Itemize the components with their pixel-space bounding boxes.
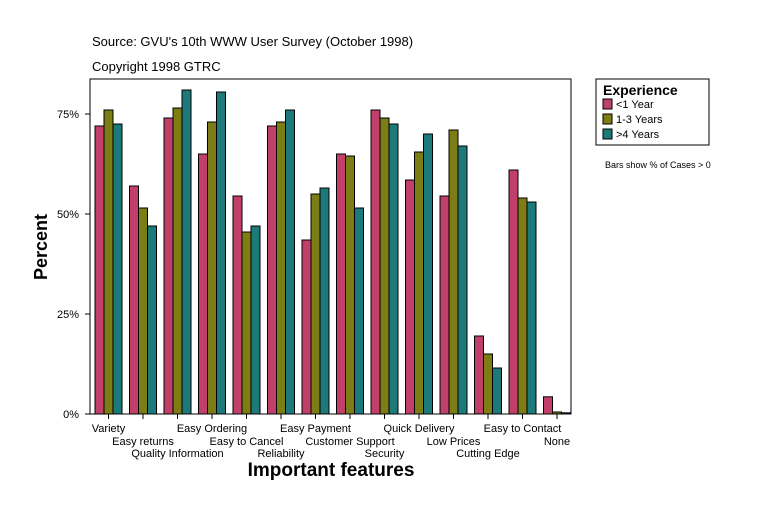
bar [207,121,217,415]
plot-area [89,78,572,415]
legend-swatch [602,128,613,140]
bar [112,123,123,415]
x-tick-label: Easy Payment [280,423,351,435]
bar [129,185,139,415]
source-text: Source: GVU's 10th WWW User Survey (Octo… [92,34,413,49]
bar [301,239,312,415]
y-tick-label: 0% [63,409,79,421]
bar [483,353,493,415]
bar [423,133,433,415]
bar [163,117,174,415]
x-tick-label: Cutting Edge [456,448,520,460]
x-tick-label: Quick Delivery [384,423,455,435]
bar [285,109,295,415]
bar [370,109,381,415]
bar [439,195,450,415]
x-tick-label: Easy to Contact [484,423,562,435]
x-tick-label: None [544,436,570,448]
bar [508,169,519,415]
legend-label: 1-3 Years [616,114,663,126]
bar [103,109,114,415]
legend-swatch [602,98,613,110]
bar [526,201,537,415]
bar [379,117,390,415]
bar [517,197,528,415]
bar-group [94,89,571,415]
bar [216,91,226,415]
bar [181,89,192,415]
x-tick-label: Easy returns [112,436,174,448]
x-tick-label: Security [365,448,405,460]
y-tick-label: 50% [57,209,79,221]
x-tick-label: Low Prices [427,436,481,448]
bar [94,125,105,415]
bar [276,121,286,415]
bars-note: Bars show % of Cases > 0 [605,160,711,170]
legend: Experience <1 Year 1-3 Years >4 Years [595,78,710,146]
bar [250,225,261,415]
y-axis: 0% 25% 50% 75% [57,109,90,421]
legend-label: <1 Year [616,99,654,111]
x-tick-label: Reliability [257,448,305,460]
bar [267,125,277,415]
bar [492,367,502,415]
x-tick-label: Easy Ordering [177,423,247,435]
legend-label: >4 Years [616,129,660,141]
bar [241,231,252,415]
bar [138,207,148,415]
x-tick-label: Customer Support [305,436,394,448]
y-tick-label: 75% [57,109,79,121]
bar [414,151,424,415]
bar [310,193,321,415]
bar [172,107,183,415]
x-axis-label: Important features [248,460,415,481]
legend-box [595,78,710,146]
bar [457,145,468,415]
bar [354,207,364,415]
copyright-text: Copyright 1998 GTRC [92,59,221,74]
bar [543,396,553,415]
bar [405,179,415,415]
bar [388,123,399,415]
x-tick-label: Quality Information [131,448,223,460]
bar [319,187,330,415]
bar [336,153,346,415]
y-axis-label: Percent [31,214,51,280]
bar [474,335,484,415]
bar [232,195,243,415]
bar [198,153,208,415]
y-tick-label: 25% [57,309,79,321]
x-tick-label: Variety [92,423,126,435]
bar [552,411,562,415]
bar [345,155,355,415]
legend-swatch [602,113,613,125]
legend-title: Experience [603,82,678,98]
bar [147,225,157,415]
x-tick-label: Easy to Cancel [210,436,284,448]
bar [448,129,459,415]
bar [561,412,571,415]
